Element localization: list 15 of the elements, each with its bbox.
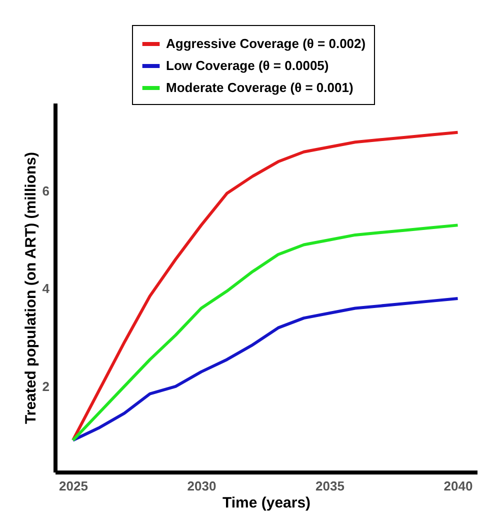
x-tick-label: 2035 bbox=[316, 478, 344, 494]
y-tick-label: 6 bbox=[42, 183, 50, 198]
line-series bbox=[71, 224, 460, 442]
x-axis-title: Time (years) bbox=[222, 494, 311, 512]
y-tick-label: 4 bbox=[42, 281, 50, 296]
x-tick-label: 2040 bbox=[444, 478, 473, 494]
line-series bbox=[71, 130, 460, 442]
legend-label: Moderate Coverage (θ = 0.001) bbox=[166, 80, 354, 95]
line-series bbox=[71, 296, 460, 442]
x-tick-label: 2025 bbox=[58, 478, 88, 494]
y-axis-title: Treated population (on ART) (millions) bbox=[22, 152, 40, 424]
y-tick-label: 2 bbox=[42, 378, 50, 394]
legend-label: Low Coverage (θ = 0.0005) bbox=[166, 58, 329, 73]
legend-label: Aggressive Coverage (θ = 0.002) bbox=[166, 36, 366, 51]
x-tick-label: 2030 bbox=[187, 478, 216, 494]
